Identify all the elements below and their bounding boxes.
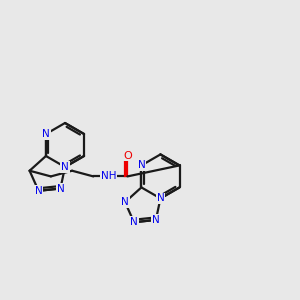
Text: N: N — [157, 194, 164, 203]
Text: N: N — [130, 217, 138, 227]
Text: N: N — [137, 160, 145, 170]
Text: N: N — [35, 186, 42, 196]
Text: N: N — [152, 215, 160, 225]
Text: N: N — [61, 162, 69, 172]
Text: N: N — [57, 184, 64, 194]
Text: O: O — [123, 151, 132, 160]
Text: NH: NH — [101, 171, 116, 182]
Text: N: N — [42, 129, 50, 139]
Text: N: N — [121, 197, 129, 207]
